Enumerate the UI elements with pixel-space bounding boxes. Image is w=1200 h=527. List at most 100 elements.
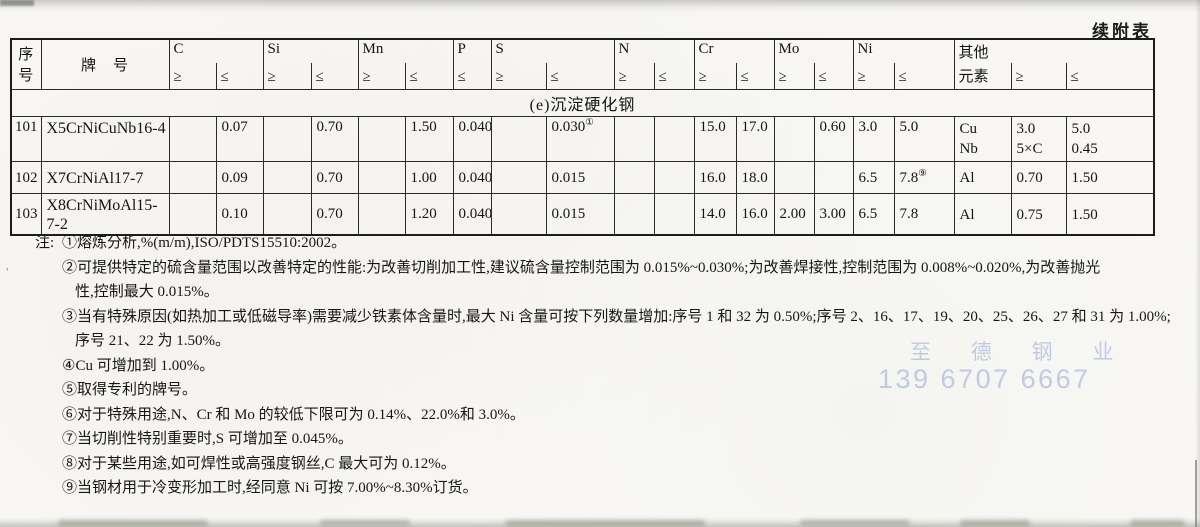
- note-line: ⑦当切削性特别重要时,S 可增加至 0.045%。: [62, 431, 353, 447]
- value-cell: [168, 160, 217, 194]
- note-line: ①熔炼分析,%(m/m),ISO/PDTS15510:2002。: [62, 235, 347, 251]
- value-cell: [490, 192, 547, 235]
- row-number-cell: 101: [10, 115, 42, 162]
- value-cell: 0.040: [452, 115, 492, 162]
- note-line: ⑥对于特殊用途,N、Cr 和 Mo 的较低下限可为 0.14%、22.0%和 3…: [62, 406, 525, 423]
- value-cell: 1.00: [404, 160, 454, 194]
- scan-corner-artifact: [0, 0, 34, 6]
- value-cell: 15.0: [693, 115, 737, 162]
- value-cell: 16.0: [693, 160, 737, 194]
- value-cell: 6.5: [852, 160, 895, 194]
- value-cell: [613, 115, 655, 162]
- value-cell: 3.00: [813, 192, 854, 235]
- composition-table: 序号牌 号 C Si Mn P S N Cr Mo Ni 其他 ≥ ≤ ≥ ≤ ≥ ≤ ≤ ≥ ≤ ≥ ≤ ≥ ≤ ≥ ≤ ≥ ≤ 元素…: [10, 38, 1156, 236]
- value-cell: 7.8: [893, 192, 955, 235]
- value-cell: 14.0: [693, 192, 737, 235]
- col-header-si: Si: [262, 38, 359, 63]
- cell-line: 0.75: [1016, 206, 1043, 223]
- value-cell: [613, 192, 655, 235]
- note-line: 性,控制最大 0.015%。: [75, 284, 219, 300]
- note-line: ⑨当钢材用于冷变形加工时,经同意 Ni 可按 7.00%~8.30%订货。: [62, 480, 478, 496]
- other-max-cell: 1.50: [1065, 160, 1155, 194]
- row-number-cell: 103: [10, 192, 42, 235]
- value-cell: [357, 192, 406, 235]
- cell-line: Nb: [959, 140, 978, 157]
- note-line: ③当有特殊原因(如热加工或低磁导率)需要减少铁素体含量时,最大 Ni 含量可按下…: [62, 308, 1171, 325]
- cell-line: Al: [959, 206, 975, 223]
- col-header-mn: Mn: [357, 38, 454, 63]
- limit-header-cell: ≤: [215, 63, 264, 90]
- value-cell: [813, 160, 854, 194]
- value-cell: [357, 160, 406, 194]
- limit-header-cell: ≤: [893, 63, 955, 90]
- other-max-cell: 1.50: [1065, 192, 1155, 235]
- notes-prefix-label: 注:: [35, 235, 55, 251]
- footnote-ref: ①: [585, 117, 594, 128]
- col-header-grade: 牌 号: [40, 38, 170, 90]
- limit-header-cell: ≥: [490, 63, 547, 90]
- cell-line: Al: [959, 170, 975, 186]
- note-line: ④Cu 可增加到 1.00%。: [62, 357, 215, 374]
- other-element-cell: Al: [953, 160, 1012, 194]
- limit-header-cell: ≥: [773, 63, 815, 90]
- value-cell: 5.0: [893, 115, 955, 162]
- value-cell: 0.030①: [545, 115, 615, 162]
- value-cell: 0.70: [310, 115, 359, 162]
- other-min-cell: 0.75: [1010, 192, 1067, 235]
- note-line: ②可提供特定的硫含量范围以改善特定的性能:为改善切削加工性,建议硫含量控制范围为…: [62, 259, 1101, 276]
- col-header-other-label: 元素: [953, 63, 1012, 90]
- col-header-no: 序号: [10, 38, 42, 90]
- table-body: (e)沉淀硬化钢 101 X5CrNiCuNb16-4 0.07 0.70 1.50 0.0…: [10, 88, 1155, 235]
- footnote-ref: ⑨: [918, 168, 927, 179]
- scan-smudge: [1130, 520, 1185, 526]
- value-cell: 7.8⑨: [893, 160, 955, 194]
- col-header-other: 其他: [953, 38, 1155, 63]
- value-cell: 0.040: [452, 192, 492, 235]
- note-line: ⑤取得专利的牌号。: [62, 382, 198, 398]
- value-cell: [653, 115, 695, 162]
- limit-header-cell: ≥: [852, 63, 895, 90]
- col-header-s: S: [490, 38, 615, 63]
- col-header-mo: Mo: [773, 38, 854, 63]
- value-cell: 18.0: [735, 160, 775, 194]
- cell-line: 0.70: [1016, 170, 1043, 186]
- scan-artifact: `: [0, 265, 11, 283]
- value-cell: [490, 115, 547, 162]
- value-cell: 17.0: [735, 115, 775, 162]
- col-header-ni: Ni: [852, 38, 955, 63]
- scan-smudge: [320, 520, 410, 525]
- page-edge-line: [1195, 460, 1197, 527]
- value-cell: 6.5: [852, 192, 895, 235]
- row-number-cell: 102: [10, 160, 42, 194]
- notes-lines: ①熔炼分析,%(m/m),ISO/PDTS15510:2002。 ②可提供特定的硫…: [35, 231, 1195, 501]
- value-cell: [613, 160, 655, 194]
- value-cell: 2.00: [773, 192, 815, 235]
- limit-header-cell: ≤: [653, 63, 695, 90]
- value-cell: [773, 160, 815, 194]
- value-cell: [262, 115, 312, 162]
- scan-bottom-edge: [0, 517, 1200, 527]
- cell-line: 1.50: [1071, 170, 1098, 186]
- notes-section: 注: ①熔炼分析,%(m/m),ISO/PDTS15510:2002。 ②可提供特…: [35, 231, 1195, 501]
- value-cell: 0.70: [310, 192, 359, 235]
- cell-line: 5×C: [1016, 140, 1043, 157]
- col-header-n: N: [613, 38, 695, 63]
- value-cell: [168, 115, 217, 162]
- other-min-cell: 0.70: [1010, 160, 1067, 194]
- value-cell: [773, 115, 815, 162]
- value-cell: [357, 115, 406, 162]
- value-cell: 0.07: [215, 115, 264, 162]
- value-cell: 3.0: [852, 115, 895, 162]
- cell-line: 3.0: [1016, 120, 1036, 137]
- value-cell: 0.70: [310, 160, 359, 194]
- value-cell: 0.015: [545, 192, 615, 235]
- limit-header-cell: ≤: [735, 63, 775, 90]
- limit-header-cell: ≥: [1010, 63, 1067, 90]
- table-container: 序号牌 号 C Si Mn P S N Cr Mo Ni 其他 ≥ ≤ ≥ ≤ ≥ ≤ ≤ ≥ ≤ ≥ ≤ ≥ ≤ ≥ ≤ ≥ ≤ 元素…: [10, 38, 1156, 236]
- value-cell: 1.50: [404, 115, 454, 162]
- scan-smudge: [960, 520, 1030, 526]
- other-min-cell: 3.0 5×C: [1010, 115, 1067, 162]
- value-cell: [653, 192, 695, 235]
- limit-header-cell: ≥: [693, 63, 737, 90]
- other-element-cell: Al: [953, 192, 1012, 235]
